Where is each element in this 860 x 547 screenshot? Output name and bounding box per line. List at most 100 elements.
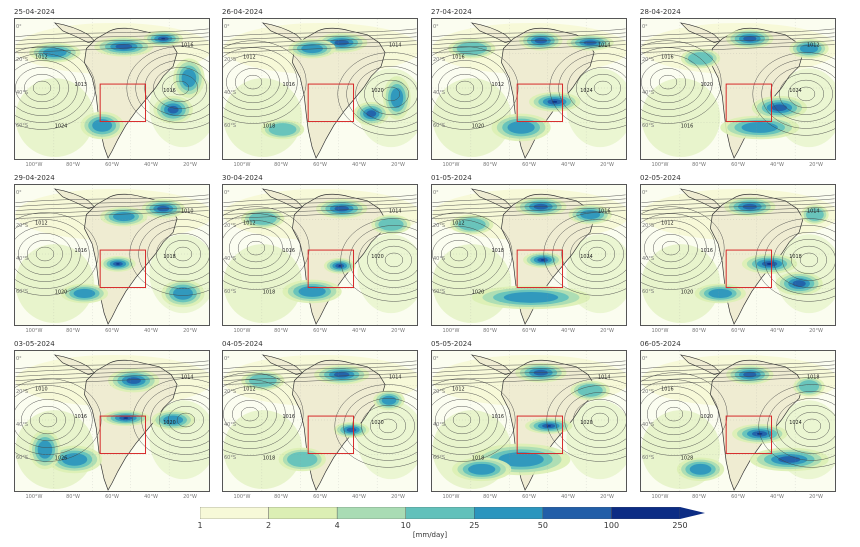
isobar-line (579, 239, 615, 269)
lon-tick-label: 60°W (731, 328, 745, 334)
lon-labels: 100°W 80°W 60°W 40°W 20°W (640, 328, 836, 336)
isobar-line (641, 61, 695, 104)
isobar-line (375, 245, 412, 274)
isobar-line (432, 210, 626, 219)
colorbar-tick-label: 1 (197, 521, 203, 530)
isobar-line (641, 206, 725, 290)
isobar-line (147, 226, 209, 282)
isobar-line (641, 368, 835, 377)
land-central-america (53, 188, 95, 209)
isobar-line (590, 412, 610, 428)
isobar-line (641, 202, 835, 211)
lon-tick-label: 40°W (770, 494, 784, 500)
isobar-line (546, 378, 626, 462)
lon-tick-label: 40°W (561, 162, 575, 168)
isobar-label: 1018 (263, 455, 276, 461)
isobar-line (432, 32, 626, 41)
land-central-america (470, 354, 512, 375)
isobar-line (334, 384, 417, 468)
isobar-label: 1024 (55, 123, 67, 129)
isobar-label: 1024 (580, 88, 593, 94)
colorbar-cell (405, 507, 475, 519)
land-central-america (261, 188, 303, 209)
lat-tick-label: 60°S (433, 289, 446, 295)
lon-labels: 100°W 80°W 60°W 40°W 20°W (14, 162, 210, 170)
isobar-line (799, 252, 819, 268)
isobar-line (658, 74, 678, 90)
isobar-line (641, 44, 835, 53)
isobar-line (370, 411, 406, 440)
lon-tick-label: 60°W (313, 162, 327, 168)
isobar-line (223, 198, 417, 207)
lon-labels: 100°W 80°W 60°W 40°W 20°W (222, 494, 418, 502)
isobar-line (641, 213, 716, 283)
lat-tick-label: 40°S (642, 90, 655, 96)
lat-tick-label: 0° (642, 24, 648, 30)
precip-area (323, 257, 356, 274)
isobar-line (352, 398, 417, 454)
isobar-label: 1016 (452, 54, 464, 60)
precip-map: 1012 1010 1016 1018 1020 (14, 184, 210, 326)
precip-map: 1012 1016 1018 1024 1020 (431, 184, 627, 326)
precip-area (80, 111, 124, 140)
lat-tick-label: 20°S (16, 57, 29, 63)
isobar-label: 1012 (243, 220, 256, 226)
isobar-line (223, 40, 307, 124)
precip-area (46, 445, 103, 474)
map-panel: 27-04-2024 1016 1014 1012 1024 1020 0° 20°S 40°S… (431, 8, 627, 174)
isobar-line (641, 376, 835, 385)
lat-tick-label: 20°S (224, 57, 237, 63)
isobar-line (223, 372, 304, 456)
lon-tick-label: 80°W (66, 494, 80, 500)
lat-tick-label: 40°S (224, 90, 237, 96)
precip-area (523, 252, 563, 268)
lon-tick-label: 20°W (183, 162, 197, 168)
isobar-line (223, 54, 289, 110)
isobar-line (173, 246, 193, 262)
isobar-line (153, 67, 207, 109)
lon-tick-label: 60°W (313, 328, 327, 334)
precip-wash (566, 68, 626, 148)
isobar-line (664, 406, 684, 422)
study-area-box (307, 83, 355, 123)
isobar-label: 1012 (35, 220, 48, 226)
lat-tick-label: 60°S (16, 455, 29, 461)
isobar-line (343, 391, 417, 461)
isobar-label: 1020 (701, 414, 714, 420)
lon-labels: 100°W 80°W 60°W 40°W 20°W (14, 328, 210, 336)
isobar-line (15, 202, 209, 211)
lat-tick-label: 60°S (224, 123, 237, 129)
lon-tick-label: 100°W (233, 328, 251, 334)
isobar-line (144, 60, 209, 116)
land-central-america (679, 354, 721, 375)
isobar-line (15, 368, 209, 377)
colorbar-cell (336, 507, 406, 519)
lat-tick-label: 60°S (224, 455, 237, 461)
map-panel: 04-05-2024 1012 1014 1016 1020 1018 0° 20°S 40°S… (222, 340, 418, 506)
lon-tick-label: 20°W (809, 494, 823, 500)
isobar-line (234, 68, 271, 97)
lon-tick-label: 100°W (651, 162, 669, 168)
isobar-line (558, 53, 626, 123)
isobar-label: 1016 (163, 88, 176, 94)
colorbar-tick-label: 10 (400, 521, 411, 530)
isobar-line (652, 234, 689, 263)
lon-tick-label: 60°W (105, 328, 119, 334)
land-central-america (470, 22, 512, 43)
land-central-america (261, 22, 303, 43)
colorbar-tick-label: 4 (334, 521, 340, 530)
map-panel: 05-05-2024 1012 1014 1016 1020 1018 0° 20°S 40°S… (431, 340, 627, 506)
precip-area (726, 364, 774, 385)
isobar-label: 1024 (789, 88, 802, 94)
precip-area (529, 91, 581, 112)
isobar-line (15, 40, 209, 49)
isobar-label: 1020 (371, 420, 384, 426)
isobar-line (776, 398, 835, 454)
precip-area (60, 283, 109, 304)
lon-tick-label: 80°W (274, 328, 288, 334)
lon-tick-label: 100°W (442, 162, 460, 168)
panel-date: 27-04-2024 (431, 8, 472, 16)
precip-area (749, 447, 829, 472)
isobar-line (18, 233, 72, 275)
lon-labels: 100°W 80°W 60°W 40°W 20°W (222, 328, 418, 336)
